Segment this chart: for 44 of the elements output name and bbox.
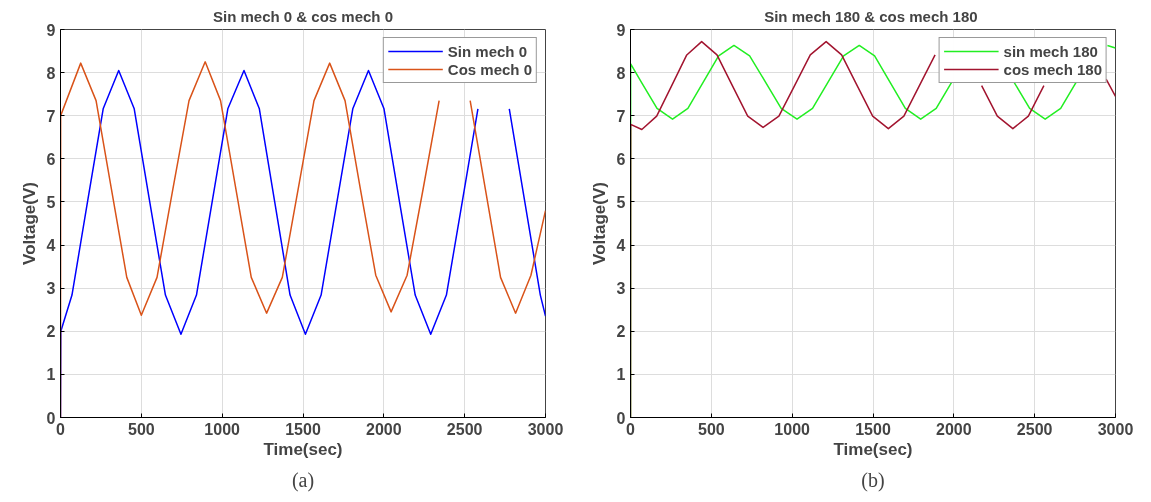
x-tick-label: 1000 [774,420,811,438]
text: (a) [291,468,315,492]
x-tick-label: 2500 [446,420,483,438]
y-tick-label: 5 [46,193,56,211]
y-tick-label: 2 [46,323,56,341]
x-axis-title: Time(sec) [833,439,913,459]
x-tick-label: 2500 [1016,420,1053,438]
legend-label: sin mech 180 [1003,42,1098,60]
y-tick-label: 1 [616,366,626,384]
x-tick-label: 500 [127,420,155,438]
chart-title: Sin mech 0 & cos mech 0 [212,7,394,25]
x-tick-label: 2000 [366,420,402,438]
y-tick-label: 1 [46,366,56,384]
y-tick-label: 6 [616,150,626,168]
x-tick-label: 1500 [855,420,891,438]
y-tick-label: 3 [46,280,56,298]
legend-label: Cos mech 0 [447,60,532,78]
y-tick-label: 4 [616,237,626,255]
x-tick-label: 2000 [936,420,972,438]
y-axis-title: Voltage(V) [589,182,609,265]
y-tick-label: 9 [46,21,56,39]
y-tick-label: 9 [616,21,626,39]
y-tick-label: 7 [46,107,56,125]
y-tick-label: 0 [616,409,626,427]
legend-label: cos mech 180 [1003,60,1102,78]
y-axis-title: Voltage(V) [19,182,39,265]
y-tick-label: 0 [46,409,56,427]
y-tick-label: 8 [616,64,626,82]
y-tick-label: 6 [46,150,56,168]
x-tick-label: 1500 [285,420,321,438]
x-axis-title: Time(sec) [263,439,343,459]
x-tick-label: 500 [697,420,725,438]
y-tick-label: 4 [46,237,56,255]
x-tick-label: 1000 [204,420,241,438]
x-tick-label: 3000 [527,420,564,438]
text: (b) [861,468,885,492]
y-tick-label: 5 [616,193,626,211]
legend-label: Sin mech 0 [447,42,527,60]
x-tick-label: 3000 [1097,420,1134,438]
y-tick-label: 2 [616,323,626,341]
y-tick-label: 7 [616,107,626,125]
chart-title: Sin mech 180 & cos mech 180 [764,7,978,25]
y-tick-label: 8 [46,64,56,82]
y-tick-label: 3 [616,280,626,298]
